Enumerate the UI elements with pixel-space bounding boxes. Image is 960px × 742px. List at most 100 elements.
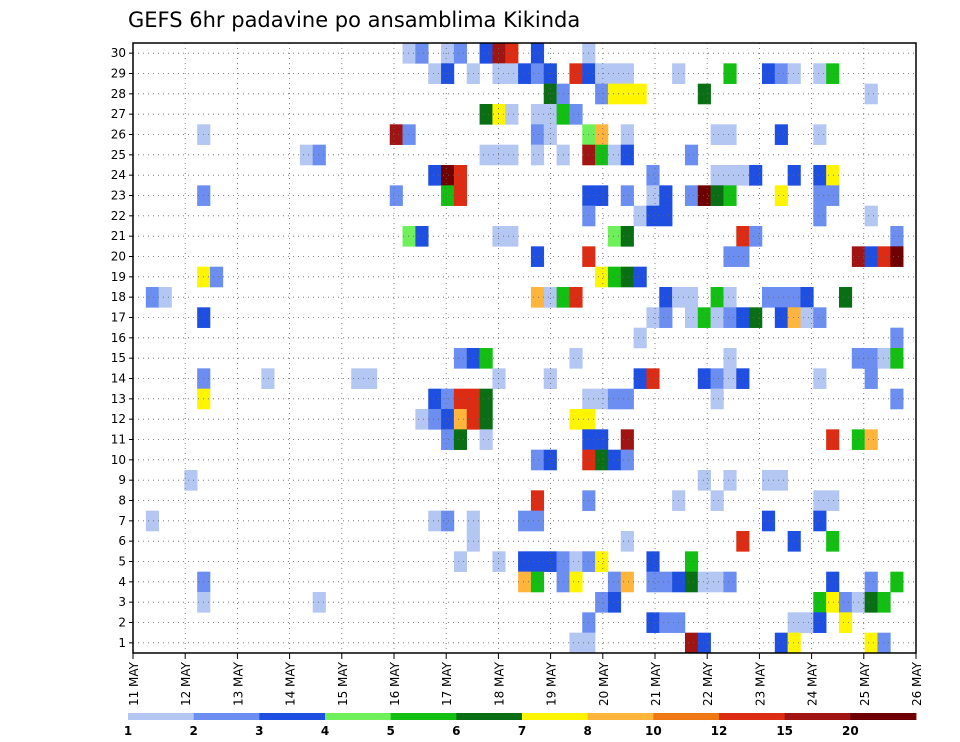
heatmap-cell (864, 429, 878, 450)
y-tick-label: 30 (111, 46, 126, 60)
heatmap-cell (453, 185, 468, 206)
colorbar: 1 2 3 4 5 6 7 8 10 12 15 20 (124, 713, 917, 738)
heatmap-cell (774, 307, 788, 328)
heatmap-cell (838, 592, 853, 613)
heatmap-cell (659, 205, 673, 227)
colorbar-swatch (390, 713, 457, 720)
heatmap-cell (813, 165, 827, 186)
heatmap-cell (864, 348, 878, 369)
heatmap-cell (453, 409, 468, 430)
y-tick-label: 5 (118, 555, 126, 569)
colorbar-label: 8 (583, 724, 591, 738)
heatmap-cell (659, 307, 673, 328)
heatmap-cell (813, 205, 827, 227)
heatmap-cell (749, 307, 763, 328)
heatmap-cell (505, 104, 519, 125)
heatmap-cell (569, 63, 583, 84)
x-tick-label: 15 MAY (336, 661, 350, 706)
heatmap-cell (710, 388, 724, 410)
heatmap-cell (530, 144, 545, 166)
heatmap-cell (684, 551, 699, 572)
heatmap-cell (723, 124, 737, 145)
heatmap-cell (723, 470, 737, 491)
heatmap-cell (890, 571, 904, 593)
heatmap-cell (697, 368, 711, 389)
heatmap-cell (684, 571, 699, 593)
heatmap-cell (826, 490, 840, 511)
heatmap-cell (890, 348, 904, 369)
heatmap-cell (620, 226, 634, 247)
heatmap-cell (441, 429, 455, 450)
heatmap-cell (518, 510, 532, 532)
x-tick-label: 26 MAY (910, 661, 924, 706)
x-tick-label: 16 MAY (388, 661, 402, 706)
heatmap-cell (402, 124, 416, 145)
heatmap-cell (479, 409, 493, 430)
heatmap-cell (736, 246, 750, 267)
heatmap-cell (723, 165, 737, 186)
heatmap-cell (890, 246, 904, 267)
y-tick-label: 13 (111, 392, 126, 406)
heatmap-cell (428, 63, 442, 84)
y-tick-label: 14 (111, 372, 126, 386)
x-axis: 11 MAY 12 MAY 13 MAY 14 MAY 15 MAY 16 MAY 17 M… (127, 653, 924, 706)
y-tick-label: 12 (111, 412, 126, 426)
heatmap-cell (299, 144, 314, 166)
heatmap-cell (351, 368, 365, 389)
heatmap-cell (800, 612, 814, 633)
heatmap-cell (518, 63, 532, 84)
heatmap-cell (813, 490, 827, 511)
heatmap-cell (813, 185, 827, 206)
heatmap-cell (710, 124, 724, 145)
heatmap-cell (389, 124, 403, 145)
colorbar-label: 10 (645, 724, 662, 738)
y-tick-label: 22 (111, 209, 126, 223)
heatmap-cell (633, 205, 647, 227)
x-tick-label: 11 MAY (127, 661, 141, 706)
y-tick-label: 18 (111, 290, 126, 304)
heatmap-cell (710, 185, 724, 206)
heatmap-cell (710, 490, 724, 511)
heatmap-cell (697, 83, 711, 105)
heatmap-cell (659, 287, 673, 308)
heatmap-cell (800, 287, 814, 308)
heatmap-cell (787, 632, 801, 654)
heatmap-cell (145, 510, 159, 532)
heatmap-cell (864, 368, 878, 389)
heatmap-cell (441, 185, 455, 206)
heatmap-cell (620, 83, 634, 105)
heatmap-cell (620, 266, 634, 288)
heatmap-cell (530, 490, 545, 511)
x-tick-label: 12 MAY (179, 661, 193, 706)
heatmap-cell (736, 226, 750, 247)
heatmap-cell (838, 612, 853, 633)
heatmap-cell (543, 124, 557, 145)
heatmap-cell (633, 368, 647, 389)
heatmap-cell (607, 63, 622, 84)
heatmap-cell (479, 144, 493, 166)
colorbar-swatch (325, 713, 392, 720)
heatmap-cell (774, 470, 788, 491)
heatmap-cell (595, 63, 609, 84)
heatmap-cell (402, 43, 416, 64)
heatmap-cell (530, 246, 545, 267)
y-tick-label: 23 (111, 189, 126, 203)
colorbar-label: 15 (776, 724, 793, 738)
heatmap-cell (826, 165, 840, 186)
heatmap-cell (530, 63, 545, 84)
heatmap-cell (697, 632, 711, 654)
heatmap-cell (710, 165, 724, 186)
colorbar-label: 12 (711, 724, 728, 738)
heatmap-cell (453, 348, 468, 369)
heatmap-cell (620, 63, 634, 84)
heatmap-cell (826, 63, 840, 84)
y-tick-label: 3 (118, 595, 126, 609)
heatmap-cell (813, 592, 827, 613)
heatmap-cell (813, 124, 827, 145)
heatmap-cell (607, 266, 622, 288)
heatmap-cell (530, 571, 545, 593)
heatmap-cell (530, 104, 545, 125)
colorbar-swatch (850, 713, 917, 720)
heatmap-cell (684, 632, 699, 654)
heatmap-cell (620, 185, 634, 206)
